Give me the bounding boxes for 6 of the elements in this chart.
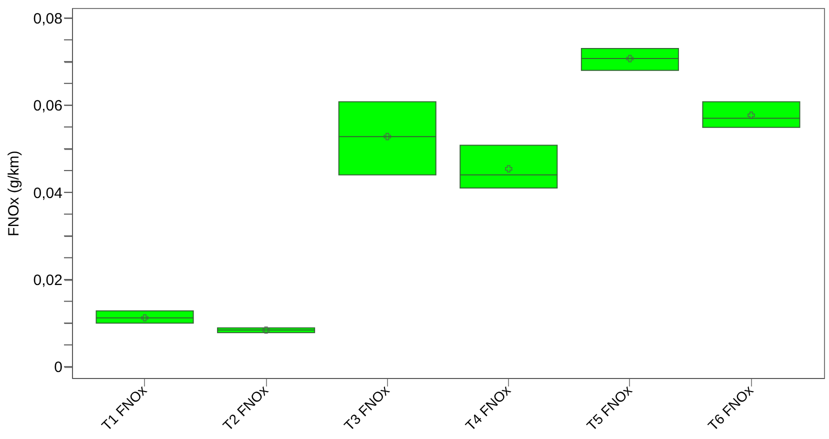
- y-tick-label: 0,08: [33, 10, 62, 28]
- y-tick-label: 0,04: [33, 184, 62, 202]
- y-axis-title: FNOx (g/km): [5, 150, 22, 236]
- y-tick-label: 0,06: [33, 98, 62, 115]
- y-tick-label: 0: [54, 359, 62, 376]
- y-tick-label: 0,02: [33, 272, 62, 290]
